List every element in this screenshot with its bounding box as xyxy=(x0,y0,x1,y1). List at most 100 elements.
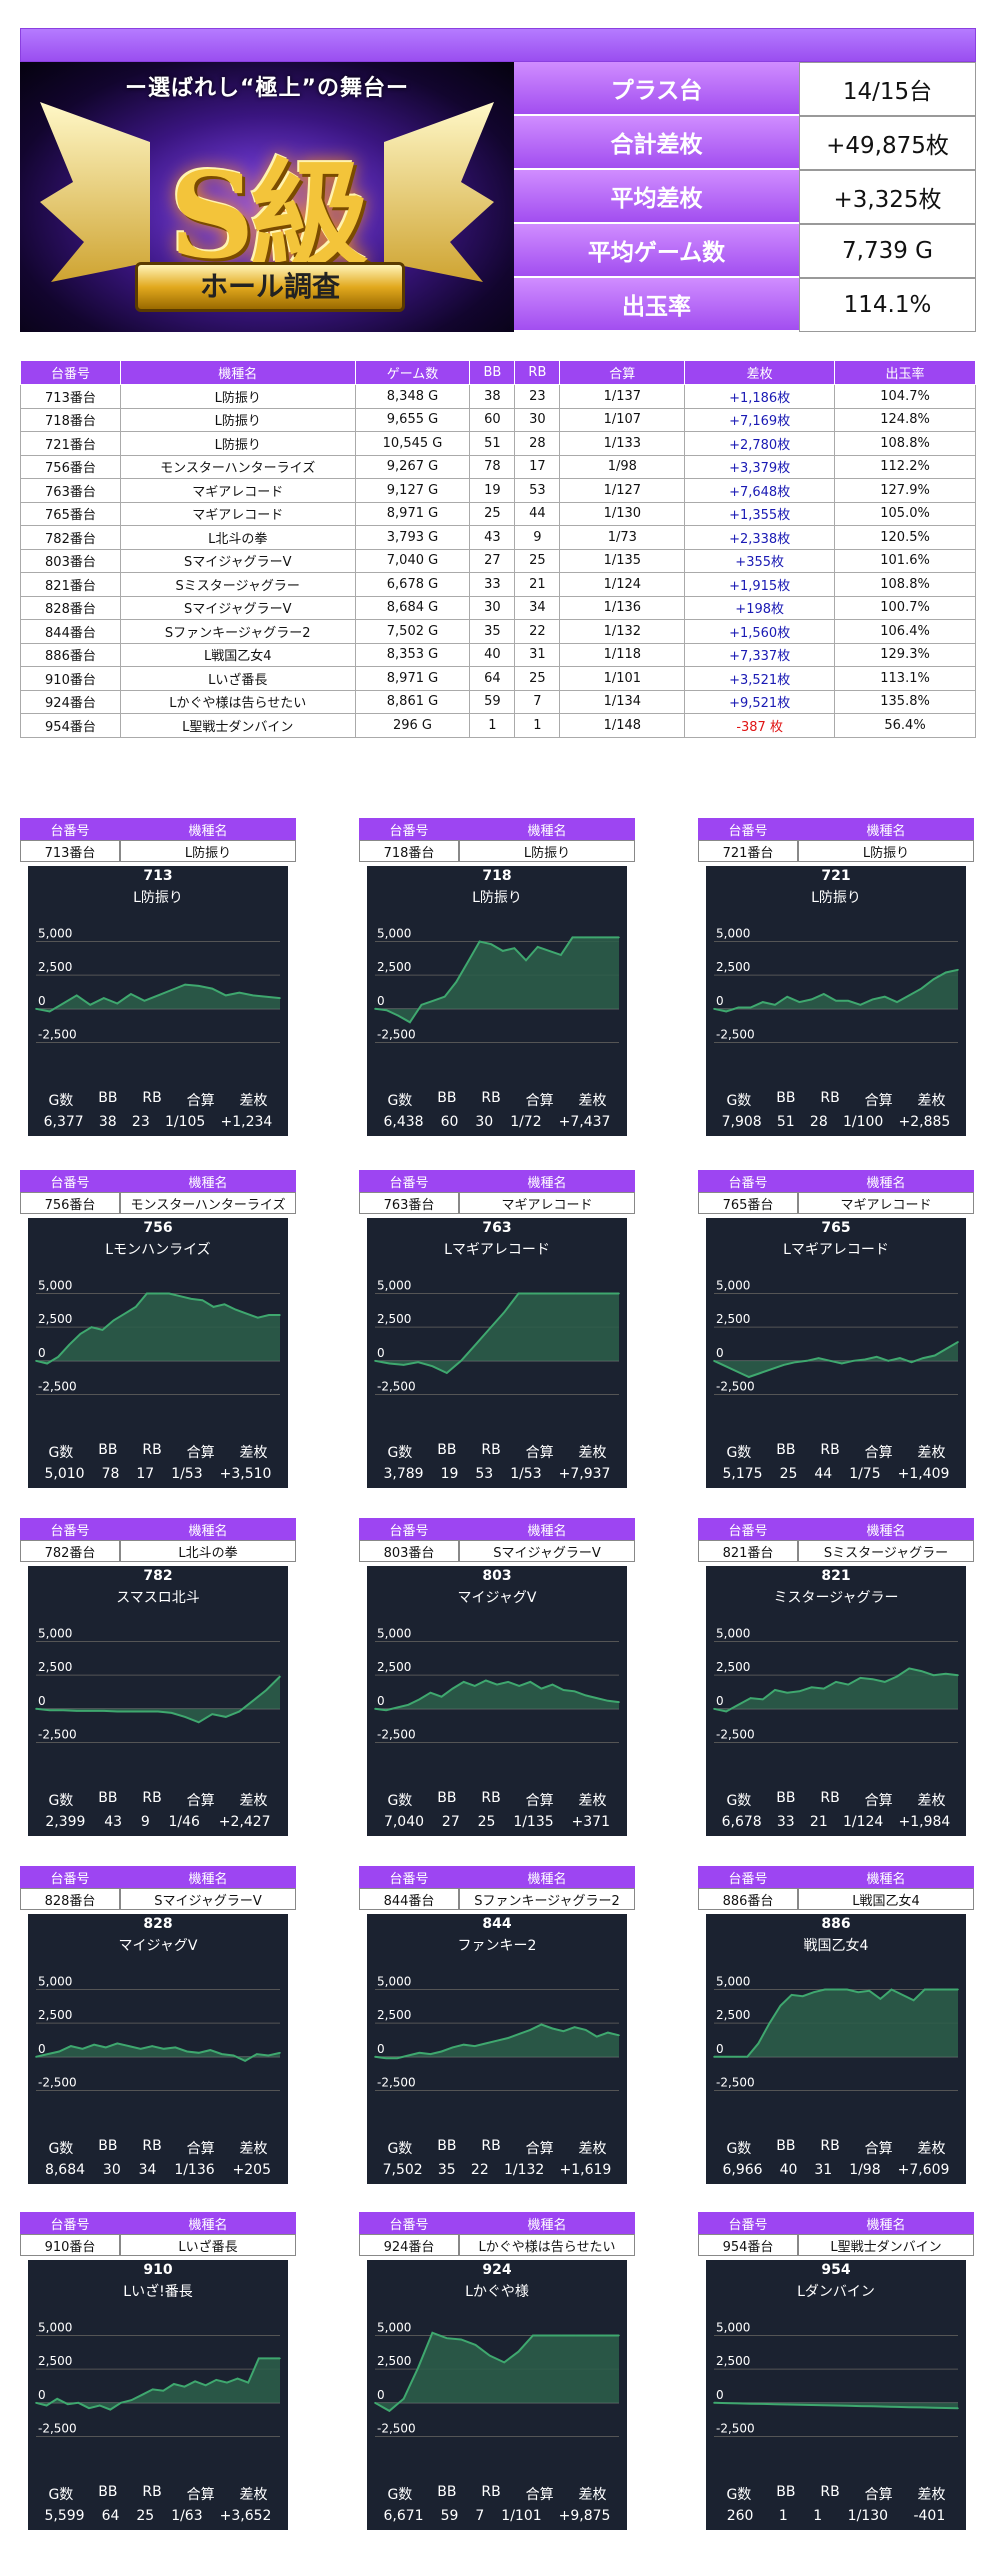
data-point xyxy=(418,2052,421,2054)
y-tick-label: -2,500 xyxy=(377,2422,416,2436)
card-header-no: 台番号 xyxy=(20,2212,120,2234)
data-point xyxy=(786,995,788,998)
stat-label: G数 xyxy=(387,1445,413,1461)
card-header-no: 台番号 xyxy=(359,1866,459,1888)
data-point xyxy=(112,1319,115,1322)
machine-card: 台番号 機種名 713番台 L防振り 713 L防振り 5,000 2,500 0 -2,500 G… xyxy=(20,818,296,1140)
table-cell: 78 xyxy=(469,454,516,479)
card-machine-name: L防振り xyxy=(120,840,296,862)
data-point xyxy=(546,1292,549,1295)
data-point xyxy=(445,1372,448,1374)
y-tick-label: 5,000 xyxy=(377,1626,411,1640)
data-point xyxy=(933,1354,936,1357)
stat-value: 7,908 xyxy=(721,1114,762,1130)
stat-value: -401 xyxy=(913,2508,946,2524)
card-header-name: 機種名 xyxy=(120,1866,296,1888)
stat-label: BB xyxy=(776,1090,796,1106)
data-point xyxy=(429,2053,432,2055)
y-tick-label: 5,000 xyxy=(38,1278,72,1292)
summary-label: 平均ゲーム数 xyxy=(514,224,799,278)
slump-chart: 756 Lモンハンライズ 5,000 2,500 0 -2,500 G数 BB RB 合算 差枚 5,… xyxy=(28,1218,288,1488)
card-machine-name: マギアレコード xyxy=(798,1192,974,1214)
table-cell: 30 xyxy=(469,595,516,620)
table-cell: 40 xyxy=(469,642,516,667)
chart-subtitle: L防振り xyxy=(811,890,861,906)
data-point xyxy=(157,1292,159,1295)
table-row: 886番台 L戦国乙女4 8,353 G 40 31 1/118 +7,337枚 129.3% xyxy=(20,642,976,667)
table-cell: 910番台 xyxy=(20,666,121,691)
stat-label: 差枚 xyxy=(917,1793,946,1809)
chart-subtitle: マイジャグV xyxy=(457,1590,537,1606)
chart-title: 924 xyxy=(482,2262,512,2278)
table-cell: 100.7% xyxy=(834,595,976,620)
card-header: 台番号 機種名 xyxy=(359,1866,635,1888)
stat-value: 1/136 xyxy=(174,2162,215,2178)
table-cell: +355枚 xyxy=(684,548,836,573)
data-point xyxy=(451,2046,454,2049)
table-cell: 10,545 G xyxy=(354,431,471,456)
card-machine-no: 844番台 xyxy=(359,1888,459,1910)
data-point xyxy=(529,2029,532,2031)
data-point xyxy=(852,1360,855,1362)
data-point xyxy=(236,2377,239,2380)
table-cell: +7,337枚 xyxy=(684,642,836,667)
y-tick-label: 2,500 xyxy=(377,2354,411,2368)
data-point xyxy=(238,991,241,994)
series-area xyxy=(375,2332,619,2411)
table-cell: 9,267 G xyxy=(354,454,471,479)
table-cell: 8,971 G xyxy=(354,666,471,691)
chart-title: 910 xyxy=(143,2262,173,2278)
stat-label: G数 xyxy=(726,1445,752,1461)
data-point xyxy=(89,1710,92,1712)
data-point xyxy=(798,1690,801,1693)
data-point xyxy=(417,1361,419,1363)
data-point xyxy=(102,1710,105,1712)
table-cell: 1/101 xyxy=(559,666,686,691)
machine-card: 台番号 機種名 763番台 マギアレコード 763 Lマギアレコード 5,000 2,500 0… xyxy=(359,1170,635,1492)
data-point xyxy=(603,1292,606,1295)
y-tick-label: -2,500 xyxy=(716,1380,755,1394)
stat-label: RB xyxy=(142,1090,162,1106)
table-cell: 56.4% xyxy=(834,713,976,738)
data-point xyxy=(606,936,609,939)
y-tick-label: 5,000 xyxy=(716,1974,750,1988)
data-point xyxy=(396,1706,398,1709)
table-header-cell: 台番号 xyxy=(20,360,121,385)
data-point xyxy=(575,1292,577,1295)
data-point xyxy=(786,2403,788,2406)
y-tick-label: 0 xyxy=(377,994,385,1008)
data-point xyxy=(474,2045,476,2047)
chart-title: 803 xyxy=(482,1568,512,1584)
data-point xyxy=(813,1991,815,1993)
data-point xyxy=(560,954,562,956)
stat-value: 25 xyxy=(477,1814,496,1830)
table-cell: 1 xyxy=(469,713,516,738)
series-area xyxy=(714,969,958,1012)
data-point xyxy=(560,2334,563,2337)
y-tick-label: 0 xyxy=(716,1694,724,1708)
stat-value: +1,234 xyxy=(220,1114,273,1130)
card-header: 台番号 機種名 xyxy=(359,818,635,840)
data-point xyxy=(596,1697,598,1699)
chart-svg: 5,000 2,500 0 -2,500 xyxy=(374,926,620,1044)
y-tick-label: 2,500 xyxy=(38,2354,72,2368)
data-point xyxy=(279,1314,281,1316)
data-point xyxy=(503,2361,505,2364)
data-point xyxy=(532,2334,534,2337)
chart-svg: 5,000 2,500 0 -2,500 xyxy=(713,2320,959,2438)
card-machine-name: L北斗の拳 xyxy=(120,1540,296,1562)
data-point xyxy=(603,2334,606,2337)
stat-label: G数 xyxy=(48,2141,74,2157)
stat-label: RB xyxy=(142,2138,162,2154)
stat-value: 5,175 xyxy=(722,1466,763,1482)
data-point xyxy=(75,994,78,997)
card-machine-name: L防振り xyxy=(459,840,635,862)
data-point xyxy=(224,1716,227,1718)
data-point xyxy=(402,1364,405,1366)
y-tick-label: 2,500 xyxy=(377,1312,411,1326)
card-header-name: 機種名 xyxy=(120,1518,296,1540)
data-point xyxy=(725,2402,727,2404)
chart-stats: G数 BB RB 合算 差枚 6,966 40 31 1/98 +7,609 xyxy=(706,2138,966,2178)
y-tick-label: 5,000 xyxy=(38,1626,72,1640)
chart-subtitle: Lモンハンライズ xyxy=(105,1242,211,1258)
